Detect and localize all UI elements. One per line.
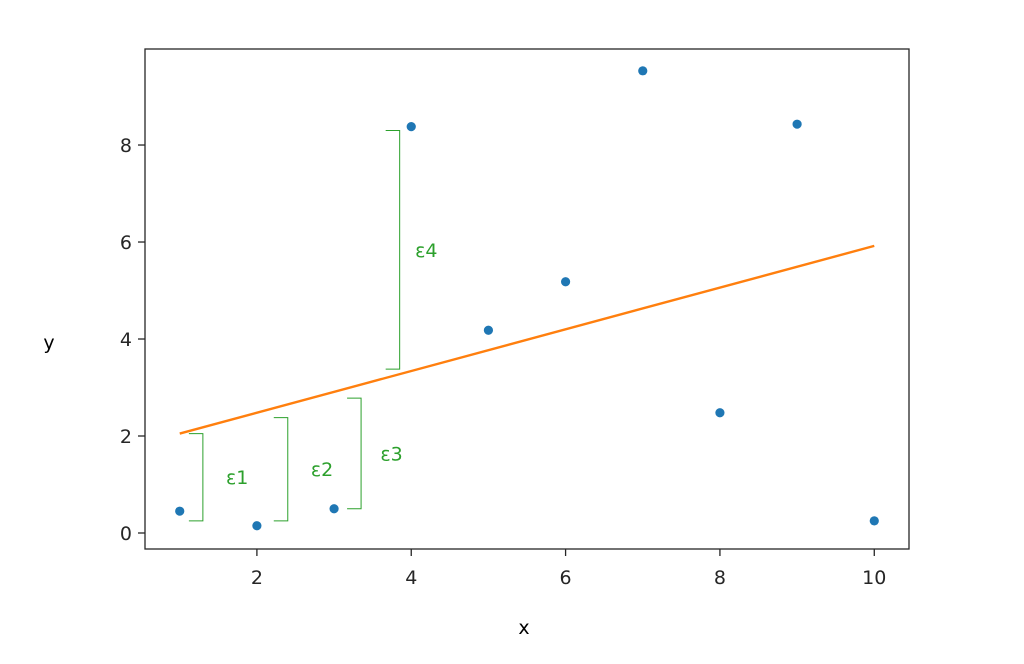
y-axis-label: y bbox=[43, 332, 54, 354]
x-tick-label: 2 bbox=[251, 567, 263, 589]
x-tick-label: 8 bbox=[714, 567, 726, 589]
scatter-point bbox=[252, 521, 262, 531]
residual-bracket bbox=[188, 433, 204, 522]
x-axis-label: x bbox=[518, 617, 529, 639]
residual-bracket bbox=[385, 129, 401, 370]
residual-bracket bbox=[347, 397, 362, 510]
scatter-point bbox=[483, 325, 494, 335]
y-tick-label: 2 bbox=[120, 426, 132, 448]
scatter-point bbox=[869, 516, 879, 526]
scatter-point bbox=[715, 408, 725, 418]
scatter-point bbox=[560, 277, 571, 287]
residual-label: ε2 bbox=[311, 459, 333, 481]
x-tick-label: 10 bbox=[862, 567, 886, 589]
y-tick-label: 4 bbox=[120, 329, 132, 351]
y-tick-label: 6 bbox=[120, 232, 132, 254]
scatter-point bbox=[175, 506, 185, 516]
regression-line bbox=[179, 244, 875, 435]
residual-label: ε1 bbox=[226, 467, 248, 489]
y-tick-label: 0 bbox=[120, 523, 132, 545]
x-tick-label: 6 bbox=[560, 567, 572, 589]
x-tick-label: 4 bbox=[405, 567, 417, 589]
plot-frame bbox=[144, 48, 910, 550]
residual-label: ε4 bbox=[415, 240, 437, 262]
scatter-point bbox=[329, 504, 339, 514]
residual-bracket bbox=[273, 417, 289, 522]
scatter-point bbox=[406, 121, 416, 132]
scatter-point bbox=[792, 119, 802, 129]
scatter-point bbox=[638, 66, 648, 76]
y-tick-label: 8 bbox=[120, 135, 132, 157]
residual-label: ε3 bbox=[380, 443, 402, 465]
